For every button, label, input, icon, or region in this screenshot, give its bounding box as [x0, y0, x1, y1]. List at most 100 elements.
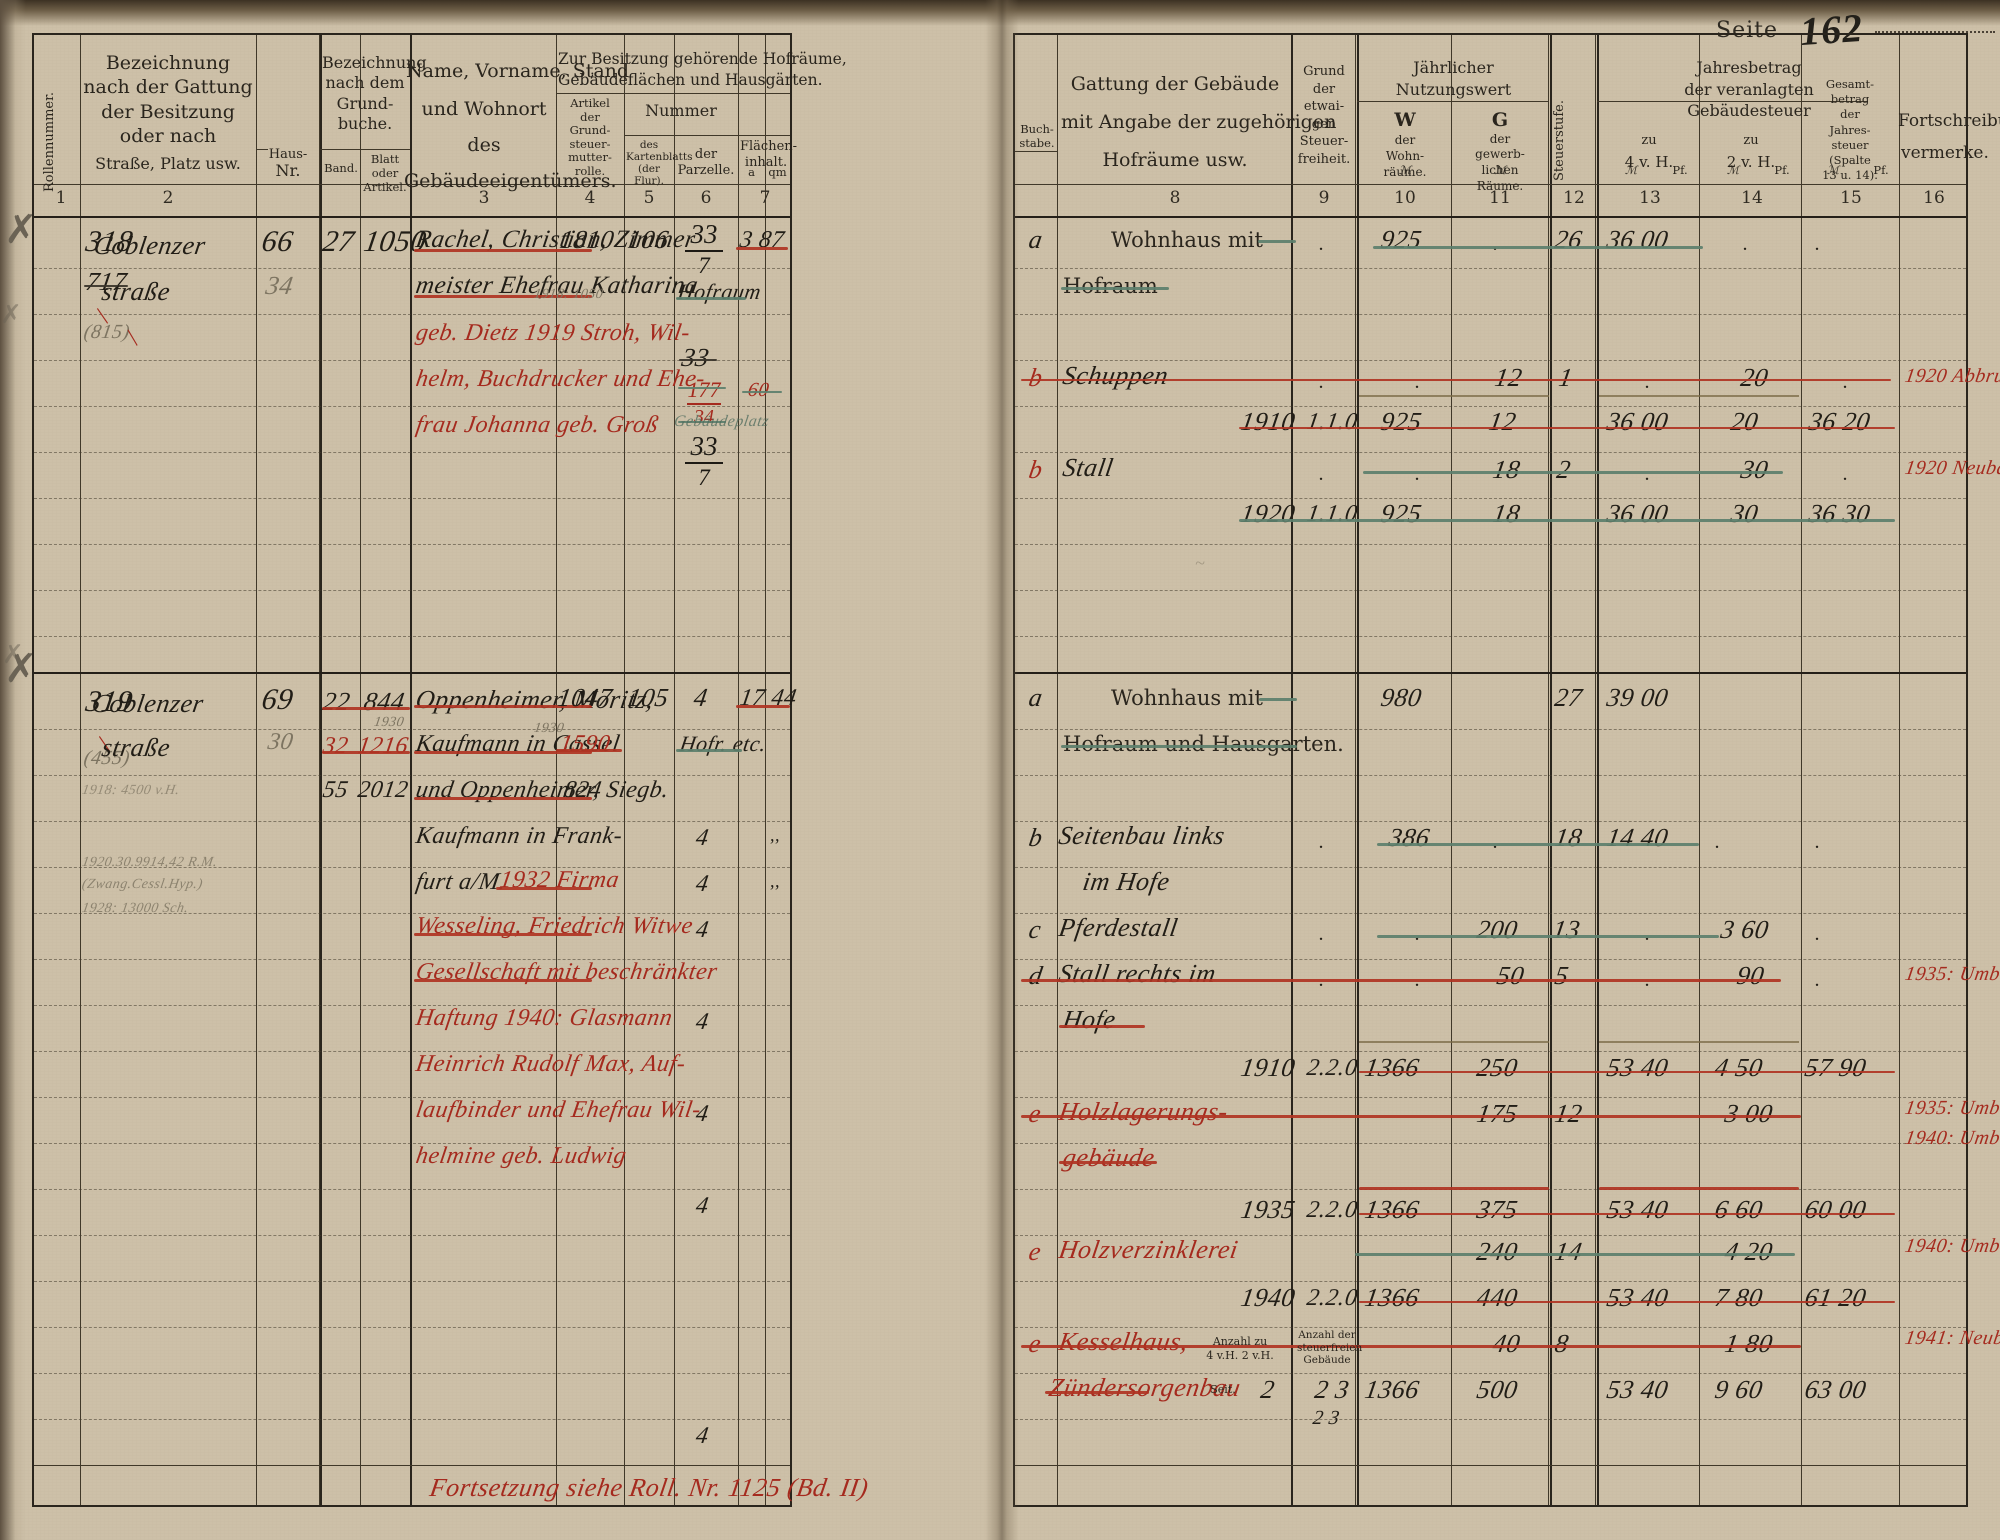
parcel-318-2: 33	[679, 343, 712, 372]
blatt-319-2: 1216	[356, 733, 411, 759]
sidenote-319-block-2: (Zwang.Cessl.Hyp.)	[80, 877, 204, 892]
band-318: 27	[320, 225, 357, 258]
owner-319-line-5a: furt a/M.	[414, 869, 508, 895]
header-artikel-grundsteuer: Artikel der Grund- steuer- mutter- rolle…	[568, 96, 612, 178]
total-319-3-year: 1940	[1238, 1283, 1298, 1312]
col10-319-b: 386	[1386, 823, 1432, 852]
owner-319-year-1930: 1930	[532, 721, 566, 736]
col4-319-3: 824	[562, 777, 604, 803]
rule-h-colnum-bot-r	[1015, 216, 1966, 218]
house-no-old-318: 34	[263, 271, 296, 300]
letter-319-e2: e	[1026, 1237, 1044, 1266]
margin-x-mark-319: ✗	[4, 646, 38, 691]
parcel-319-1: 4	[691, 683, 710, 712]
total-319-4-col13: 53 40	[1604, 1375, 1671, 1404]
building-319-a-name2: Hofraum und Hausgarten.	[1063, 732, 1344, 756]
parcel-319-5: 4	[694, 917, 711, 943]
col12-319-e1: 12	[1552, 1099, 1585, 1128]
rule-h-jahres	[1597, 101, 1868, 102]
header-blatt-artikel: Blatt oder Artikel.	[363, 152, 407, 194]
header-G-gewerbliche: G der gewerb- lichen Räume.	[1475, 109, 1525, 193]
margin-tick-1: ✗	[0, 300, 22, 329]
header-unit-a: a	[748, 165, 755, 179]
col9-318-a: .	[1319, 233, 1325, 255]
header-jahresbetrag: Jahresbetrag der veranlagten Gebäudesteu…	[1684, 58, 1814, 121]
col11-318-b1: 12	[1492, 363, 1525, 392]
street2-319: straße	[99, 733, 173, 762]
rule-v-l4	[360, 35, 361, 1505]
building-319-c-name: Pferdestall	[1056, 913, 1181, 942]
rule-v-r4b	[1550, 35, 1552, 1505]
parcel-319-7: 4	[694, 1101, 711, 1127]
colnum-3: 3	[478, 188, 490, 208]
total-318-1-col10: 925	[1378, 407, 1424, 436]
rule-h-colnum-top	[34, 184, 790, 185]
margin-tick-2: ✗	[2, 640, 24, 669]
header-hofraeume: Zur Besitzung gehörende Hofräume, Gebäud…	[558, 50, 847, 89]
col13-318-b1: .	[1645, 371, 1651, 393]
rule-h-bd	[319, 149, 410, 150]
total-318-1-col9: 1.1.0	[1305, 409, 1360, 435]
building-319-d-name: Stall rechts im	[1056, 959, 1219, 988]
total-319-1-col10: 1366	[1362, 1053, 1422, 1082]
col5-319: 105	[625, 683, 671, 712]
col15-319-b: .	[1815, 831, 1821, 853]
year-319-2: 1930	[372, 715, 406, 730]
total-318-1-col15: 36 20	[1806, 407, 1873, 436]
col15-319-d: .	[1815, 969, 1821, 991]
colnum-2: 2	[162, 188, 174, 208]
building-318-a-name: Wohnhaus mit	[1111, 228, 1263, 252]
unit-pf-14: Pf.	[1774, 163, 1790, 177]
rule-v-r0	[1057, 35, 1058, 1505]
col10-319-c: .	[1415, 923, 1421, 945]
col11-319-b: .	[1493, 831, 1499, 853]
owner-319-line-1: Oppenheimer, Moritz,	[413, 685, 656, 714]
note-319-e1b: 1940: Umbauten	[1903, 1127, 2000, 1149]
total-318-2-col11: 18	[1490, 499, 1523, 528]
total-319-2-col10: 1366	[1362, 1195, 1422, 1224]
colnum-1: 1	[55, 188, 67, 208]
note-318-b2: 1920 Neubau	[1903, 457, 2000, 479]
rule-h-str	[256, 149, 268, 150]
owner-319-line-10: laufbinder und Ehefrau Wil-	[414, 1097, 703, 1123]
margin-x-mark-318: ✗	[4, 207, 38, 252]
unit-mark-13: ℳ	[1624, 163, 1638, 177]
col15-318-b2: .	[1843, 463, 1849, 485]
unit-pf-13: Pf.	[1672, 163, 1688, 177]
header-strasse: Straße, Platz usw.	[95, 154, 241, 173]
col13-319-b: 14 40	[1604, 823, 1671, 852]
house-no-319: 69	[259, 683, 296, 716]
col12-319-c: 13	[1550, 915, 1583, 944]
total-319-2-year: 1935	[1238, 1195, 1298, 1224]
total-319-4-col9b: 2 3	[1311, 1407, 1342, 1429]
total-319-2-col11: 375	[1474, 1195, 1520, 1224]
letter-319-e3: e	[1026, 1329, 1044, 1358]
sidenote-319-top: 1918: 4500 v.H.	[80, 783, 181, 798]
total-319-2-col14: 6 60	[1712, 1195, 1765, 1224]
rule-v-l7	[624, 35, 625, 1505]
owner-319-line-4: Kaufmann in Frank-	[414, 823, 625, 849]
footer-label-anzahl: Anzahl zu 4 v.H. 2 v.H.	[1206, 1335, 1274, 1362]
building-318-b2-name: Stall	[1060, 453, 1116, 482]
rule-v-r6	[1699, 35, 1700, 1505]
total-319-1-col9: 2.2.0	[1305, 1055, 1360, 1081]
total-318-2-col9: 1.1.0	[1305, 501, 1360, 527]
col13-319-a: 39 00	[1604, 683, 1671, 712]
total-319-3-col10: 1366	[1362, 1283, 1422, 1312]
col13-318-b2: .	[1645, 463, 1651, 485]
street-319: Coblenzer	[89, 689, 206, 718]
total-319-3-col14: 7 80	[1712, 1283, 1765, 1312]
rule-h-nutz	[1357, 101, 1548, 102]
rule-v-r1	[1291, 35, 1293, 1505]
col11-319-c: 200	[1474, 915, 1520, 944]
street-318: Coblenzer	[91, 231, 208, 260]
col15-319-c: .	[1815, 923, 1821, 945]
flaeche-ditto-1: ,,	[770, 825, 780, 845]
building-319-e1-name: Holzlagerungs-	[1056, 1097, 1231, 1126]
total-319-4-col14: 9 60	[1712, 1375, 1765, 1404]
col13-319-c: .	[1645, 923, 1651, 945]
footer-note-319: Fortsetzung siehe Roll. Nr. 1125 (Bd. II…	[427, 1473, 871, 1502]
colnum-13: 13	[1639, 188, 1661, 208]
col15-318-b1: .	[1843, 371, 1849, 393]
rule-v-l10	[765, 35, 766, 1505]
